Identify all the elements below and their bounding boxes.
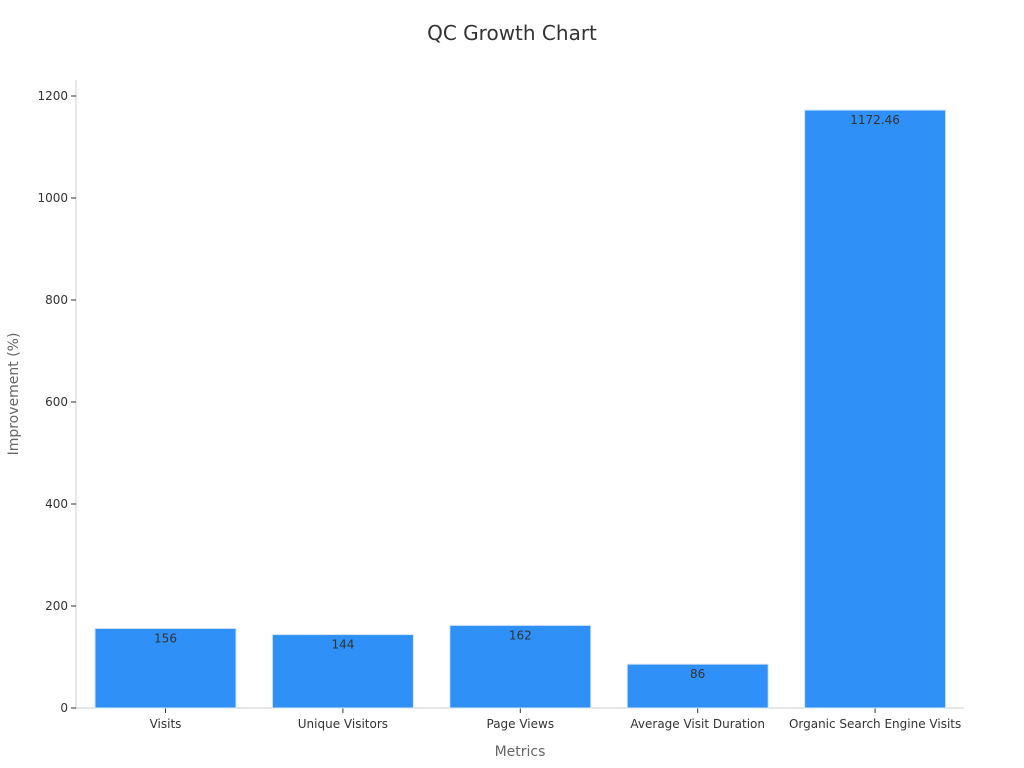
- x-tick-label: Organic Search Engine Visits: [789, 717, 961, 731]
- x-tick-label: Unique Visitors: [298, 717, 388, 731]
- bar: [94, 627, 237, 709]
- x-tick-label: Average Visit Duration: [630, 717, 765, 731]
- data-label: 86: [690, 667, 705, 681]
- bar: [449, 624, 592, 709]
- y-axis: 0 200 400 600 800 1000 1200: [37, 80, 77, 715]
- y-tick-label: 400: [45, 497, 68, 511]
- data-label: 144: [331, 638, 354, 652]
- y-tick-label: 0: [60, 701, 68, 715]
- y-tick-label: 800: [45, 293, 68, 307]
- y-tick-label: 1000: [37, 191, 68, 205]
- data-label: 1172.46: [850, 113, 900, 127]
- bar-group: [94, 109, 947, 709]
- y-tick-label: 200: [45, 599, 68, 613]
- x-tick-label: Page Views: [487, 717, 555, 731]
- data-label-group: 156 144 162 86 1172.46: [154, 113, 900, 681]
- y-tick-label: 1200: [37, 89, 68, 103]
- bar: [271, 634, 414, 709]
- data-label: 162: [509, 628, 532, 642]
- y-axis-title: Improvement (%): [6, 333, 22, 456]
- x-axis-title: Metrics: [495, 744, 546, 760]
- bar: [804, 109, 947, 709]
- y-tick-label: 600: [45, 395, 68, 409]
- data-label: 156: [154, 631, 177, 645]
- bar: [626, 663, 769, 709]
- chart-title: QC Growth Chart: [427, 21, 597, 45]
- x-tick-label: Visits: [150, 717, 182, 731]
- x-axis: Visits Unique Visitors Page Views Average V…: [76, 707, 964, 731]
